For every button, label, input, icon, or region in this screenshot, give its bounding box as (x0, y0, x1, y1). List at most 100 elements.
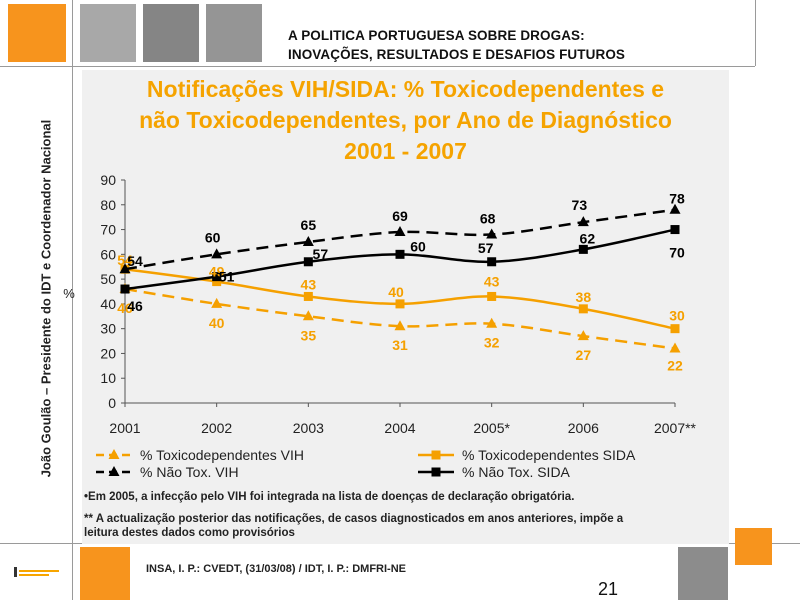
series-3-point (669, 203, 681, 214)
y-tick-label: 50 (100, 271, 116, 287)
series-2-data-label: 43 (484, 273, 500, 289)
insa-logo-icon (14, 567, 59, 577)
chart-legend: % Toxicodependentes VIH % Toxicodependent… (96, 447, 636, 480)
legend-entry-label: % Não Tox. VIH (140, 464, 239, 480)
series-4-data-label: 62 (580, 230, 596, 246)
series-3-data-label: 73 (572, 197, 588, 213)
chart-title-line2: não Toxicodependentes, por Ano de Diagnó… (139, 107, 672, 133)
y-tick-label: 0 (108, 395, 116, 411)
chart-data-labels: 46 40 35 31 32 27 22 54 49 43 40 43 38 30 54 60 65 69 68 73… (117, 191, 685, 374)
series-1-data-label: 40 (209, 315, 225, 331)
x-tick-label: 2007** (654, 420, 697, 436)
series-4-point (578, 244, 588, 254)
series-1-data-label: 35 (301, 327, 317, 343)
y-tick-label: 80 (100, 197, 116, 213)
series-4-data-label: 46 (127, 298, 143, 314)
y-tick-label: 10 (100, 370, 116, 386)
header-square-gray-1 (80, 4, 136, 62)
x-tick-label: 2006 (568, 420, 599, 436)
series-1-point (669, 342, 681, 353)
footer-square-gray (678, 547, 728, 600)
chart-series-lines (119, 203, 681, 353)
series-2-data-label: 49 (209, 264, 225, 280)
header-divider (0, 66, 755, 67)
series-3-point (486, 228, 498, 239)
right-divider (755, 0, 756, 66)
series-2-data-label: 40 (388, 284, 404, 300)
header-title-line2: INOVAÇÕES, RESULTADOS E DESAFIOS FUTUROS (288, 47, 626, 62)
x-tick-label: 2001 (109, 420, 140, 436)
y-tick-label: 90 (100, 172, 116, 188)
series-3-point (119, 263, 131, 274)
series-2-data-label: 43 (301, 276, 317, 292)
x-tick-label: 2003 (293, 420, 324, 436)
note-2005: •Em 2005, a infecção pelo VIH foi integr… (84, 491, 575, 503)
legend-swatch-marker (108, 449, 120, 459)
series-3-data-label: 60 (205, 229, 221, 245)
series-3-data-label: 65 (301, 217, 317, 233)
x-tick-label: 2004 (384, 420, 415, 436)
chart-title-line3: 2001 - 2007 (344, 138, 467, 164)
y-tick-label: 30 (100, 321, 116, 337)
series-2-point (487, 291, 497, 301)
series-3-data-label: 78 (669, 191, 685, 207)
series-3-data-label: 69 (392, 208, 408, 224)
series-1-data-label: 46 (117, 300, 133, 316)
series-2-data-label: 30 (669, 308, 685, 324)
footer-square-orange-small (735, 528, 772, 565)
series-4-data-label: 57 (313, 246, 329, 262)
y-tick-label: 70 (100, 222, 116, 238)
header-square-gray-3 (206, 4, 262, 62)
chart-panel (82, 70, 729, 544)
x-tick-label: 2002 (201, 420, 232, 436)
series-1-data-label: 27 (576, 347, 592, 363)
y-axis-label: % (63, 286, 75, 301)
note-provisional: ** A actualização posterior das notifica… (84, 512, 724, 540)
series-2-point (395, 299, 405, 309)
header-title: A POLITICA PORTUGUESA SOBRE DROGAS: INOV… (288, 26, 625, 64)
series-3-data-label: 68 (480, 211, 496, 227)
series-4-point (670, 225, 680, 235)
left-divider (72, 0, 73, 600)
series-4-data-label: 57 (478, 240, 494, 256)
series-1-data-label: 31 (392, 337, 408, 353)
series-4-data-label: 70 (669, 245, 685, 261)
header-title-line1: A POLITICA PORTUGUESA SOBRE DROGAS: (288, 28, 585, 43)
legend-swatch-marker (431, 467, 441, 477)
series-1-point (211, 297, 223, 308)
series-4-point (487, 257, 497, 267)
legend-swatch-marker (431, 450, 441, 460)
note-provisional-line2: leitura destes dados como provisórios (84, 527, 295, 539)
legend-entry-label: % Toxicodependentes SIDA (462, 447, 636, 463)
y-tick-label: 20 (100, 345, 116, 361)
series-3-point (302, 235, 314, 246)
legend-entry-label: % Não Tox. SIDA (462, 464, 571, 480)
series-4-point (212, 272, 222, 282)
series-2-data-label: 54 (117, 252, 133, 268)
series-4-point (303, 257, 313, 267)
series-3-data-label: 54 (127, 253, 143, 269)
series-4-data-label: 51 (219, 269, 235, 285)
series-1-point (394, 320, 406, 331)
series-2-point (578, 304, 588, 314)
x-tick-label: 2005* (473, 420, 510, 436)
y-tick-label: 60 (100, 246, 116, 262)
header-square-orange (8, 4, 66, 62)
legend-entry-label: % Toxicodependentes VIH (140, 447, 304, 463)
chart-title-line1: Notificações VIH/SIDA: % Toxicodependent… (146, 76, 665, 102)
note-provisional-line1: ** A actualização posterior das notifica… (84, 513, 624, 525)
series-3-point (211, 248, 223, 259)
series-4-data-label: 60 (410, 238, 426, 254)
page-number: 21 (598, 579, 619, 599)
series-1-data-label: 22 (667, 357, 683, 373)
series-2-point (670, 324, 680, 334)
series-3-point (394, 226, 406, 237)
series-1-point (577, 330, 589, 341)
series-1-point (302, 310, 314, 321)
chart-title: Notificações VIH/SIDA: % Toxicodependent… (82, 74, 729, 167)
series-2-point (303, 291, 313, 301)
series-3-point (577, 216, 589, 227)
chart-axes: 0 10 20 30 40 50 60 70 80 90 2001 2002 2003 2004 2005*… (63, 172, 696, 436)
series-2-point (212, 277, 222, 287)
